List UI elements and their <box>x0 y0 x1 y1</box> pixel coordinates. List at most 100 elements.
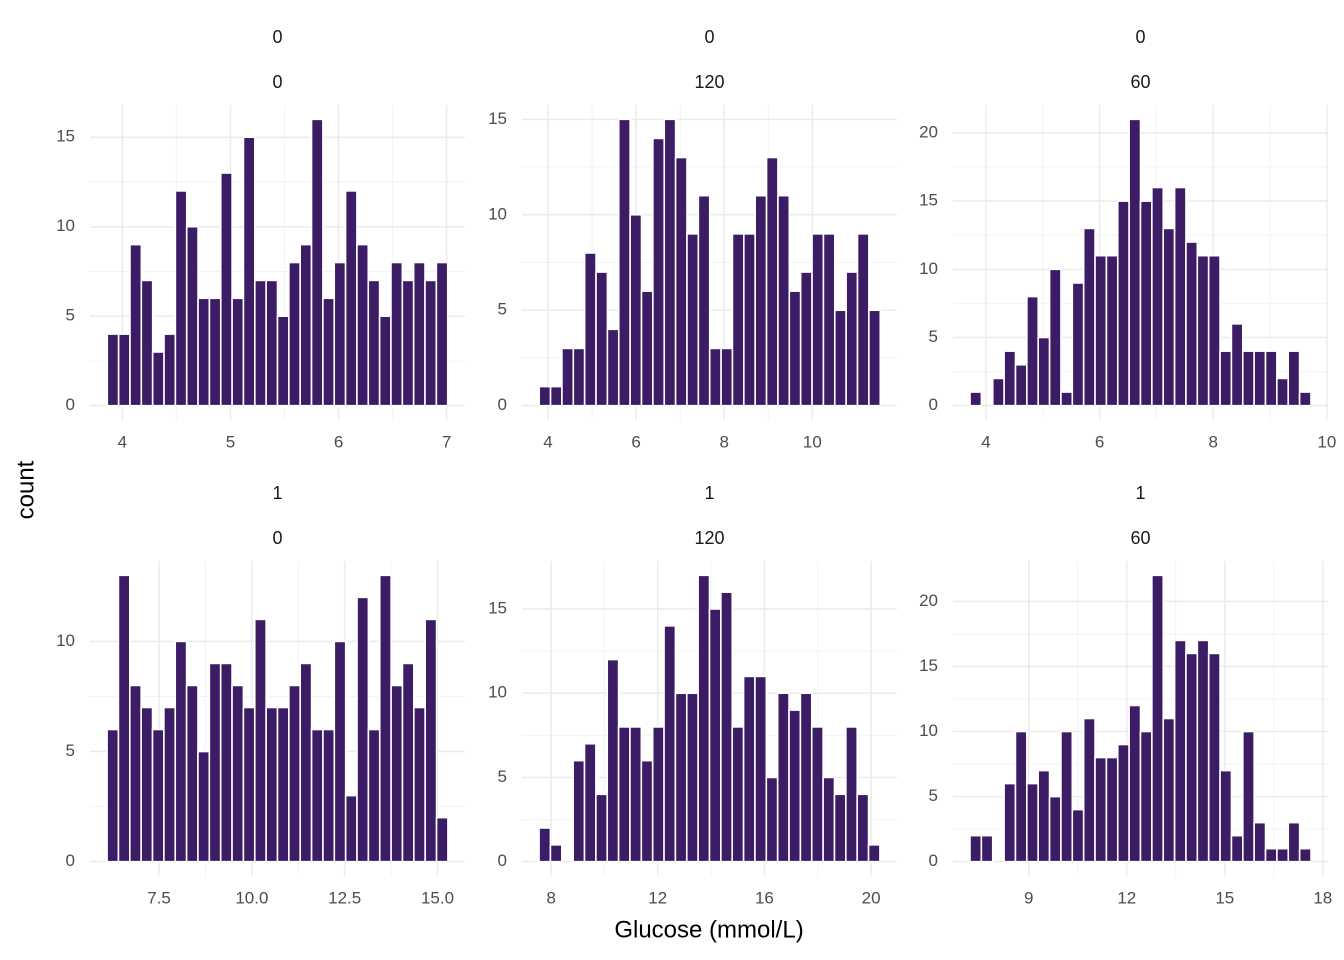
histogram-bar <box>663 118 677 407</box>
histogram-bar <box>1128 704 1142 863</box>
strip-label: 0 <box>704 27 714 47</box>
histogram-bar <box>1264 350 1278 407</box>
histogram-bar <box>1139 730 1153 863</box>
histogram-bar <box>1241 350 1255 407</box>
histogram-bar <box>731 726 745 863</box>
histogram-bar <box>640 290 654 407</box>
y-tick-label: 5 <box>929 786 938 805</box>
histogram-bar <box>845 726 859 863</box>
histogram-bar <box>151 351 165 407</box>
y-tick-label: 10 <box>919 721 938 740</box>
histogram-bar <box>980 834 994 863</box>
y-tick-label: 5 <box>66 306 75 325</box>
histogram-bar <box>412 261 426 407</box>
histogram-bar <box>1014 363 1028 407</box>
histogram-bar <box>1185 241 1199 407</box>
histogram-bar <box>1185 652 1199 863</box>
y-tick-label: 0 <box>929 395 938 414</box>
histogram-bar <box>651 726 665 863</box>
histogram-bar <box>810 726 824 863</box>
histogram-bar <box>1207 652 1221 863</box>
histogram-bar <box>754 675 768 863</box>
x-tick-label: 6 <box>1095 432 1104 451</box>
histogram-bar <box>629 213 643 407</box>
histogram-bar <box>1151 186 1165 407</box>
strip-label: 1 <box>272 483 282 503</box>
histogram-bar <box>788 290 802 407</box>
histogram-bar <box>969 834 983 863</box>
strip-label: 1 <box>1135 483 1145 503</box>
histogram-bar <box>1253 821 1267 863</box>
x-tick-label: 8 <box>720 432 729 451</box>
histogram-bar <box>1094 756 1108 863</box>
histogram-bar <box>1048 268 1062 407</box>
x-tick-label: 10 <box>1317 432 1336 451</box>
x-tick-label: 7.5 <box>147 888 171 907</box>
histogram-bar <box>254 279 267 407</box>
histogram-bar <box>1060 730 1074 863</box>
y-tick-label: 15 <box>919 191 938 210</box>
histogram-bar <box>845 271 859 407</box>
histogram-bar <box>856 233 870 407</box>
histogram-bar <box>208 297 222 407</box>
histogram-bar <box>1037 769 1051 863</box>
histogram-bar <box>1276 377 1290 407</box>
histogram-bar <box>640 759 654 863</box>
histogram-bar <box>743 233 756 407</box>
histogram-bar <box>174 190 188 407</box>
histogram-bar <box>822 233 836 407</box>
histogram-bar <box>686 233 700 407</box>
histogram-bar <box>333 261 347 407</box>
histogram-bar <box>1276 847 1290 863</box>
strip-label: 0 <box>272 528 282 548</box>
histogram-bar <box>265 706 279 863</box>
histogram-bar <box>1071 808 1085 863</box>
histogram-bar <box>538 385 552 407</box>
histogram-bar <box>731 233 745 407</box>
histogram-bar <box>197 297 211 407</box>
histogram-bar <box>1162 717 1176 863</box>
histogram-bar <box>572 347 586 407</box>
histogram-bar <box>117 333 131 407</box>
histogram-bar <box>720 591 734 863</box>
y-tick-label: 0 <box>498 395 507 414</box>
histogram-bar <box>561 347 575 407</box>
histogram-bar <box>1173 186 1187 407</box>
histogram-bar <box>1128 118 1142 407</box>
histogram-bar <box>1037 336 1051 407</box>
histogram-bar <box>344 794 358 863</box>
histogram-bar <box>1207 254 1221 407</box>
strip-label: 120 <box>694 528 724 548</box>
strip-label: 1 <box>704 483 714 503</box>
y-tick-label: 0 <box>66 851 75 870</box>
strip-label: 60 <box>1130 528 1150 548</box>
histogram-bar <box>242 136 256 407</box>
histogram-bar <box>583 252 597 407</box>
histogram-bar <box>1264 847 1278 863</box>
x-axis-title: Glucose (mmol/L) <box>614 916 803 943</box>
histogram-bar <box>1082 717 1096 863</box>
y-tick-label: 15 <box>488 598 507 617</box>
x-tick-label: 10 <box>803 432 822 451</box>
histogram-bar <box>1230 834 1244 863</box>
histogram-bar <box>708 608 722 863</box>
histogram-bar <box>754 194 768 407</box>
histogram-bar <box>776 692 790 863</box>
histogram-bar <box>572 759 586 863</box>
x-tick-label: 4 <box>118 432 127 451</box>
histogram-bar <box>833 309 847 407</box>
y-tick-label: 10 <box>488 204 507 223</box>
histogram-bar <box>629 726 643 863</box>
y-tick-label: 0 <box>498 851 507 870</box>
x-tick-label: 9 <box>1024 888 1033 907</box>
histogram-bar <box>106 728 120 863</box>
histogram-bar <box>1253 350 1267 407</box>
histogram-bar <box>163 706 177 863</box>
y-tick-label: 10 <box>919 259 938 278</box>
y-tick-label: 0 <box>66 395 75 414</box>
x-tick-label: 18 <box>1313 888 1332 907</box>
histogram-bar <box>1082 227 1096 407</box>
histogram-bar <box>583 742 597 863</box>
histogram-bar <box>333 640 347 863</box>
histogram-bar <box>424 618 438 863</box>
